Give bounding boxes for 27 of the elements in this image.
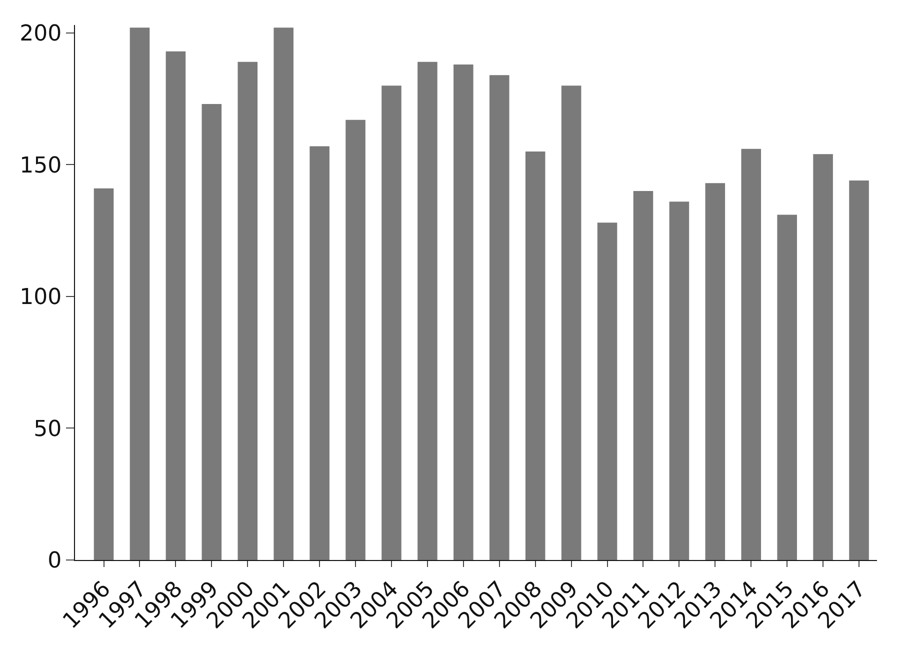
- bar: [346, 120, 366, 560]
- bar: [202, 104, 222, 560]
- bar: [454, 64, 474, 560]
- bar: [849, 180, 869, 560]
- bar: [633, 191, 654, 560]
- bar: [274, 28, 294, 560]
- y-tick-label: 150: [20, 153, 62, 178]
- bar: [597, 222, 618, 560]
- bar: [238, 62, 258, 560]
- bar: [166, 51, 186, 560]
- y-tick-label: 100: [20, 285, 62, 310]
- bar: [705, 183, 726, 560]
- bar: [130, 28, 150, 560]
- bar: [94, 188, 114, 560]
- bar: [489, 75, 510, 560]
- y-tick-label: 200: [20, 22, 62, 47]
- bar: [310, 146, 330, 560]
- y-tick-label: 0: [48, 548, 62, 574]
- bar: [813, 154, 833, 560]
- bar: [669, 202, 690, 560]
- bar: [525, 152, 546, 560]
- bar: [382, 86, 402, 560]
- bar: [741, 148, 762, 560]
- bar: [777, 214, 797, 560]
- bar: [561, 86, 582, 560]
- bar: [418, 62, 438, 560]
- y-tick-label: 50: [34, 416, 62, 442]
